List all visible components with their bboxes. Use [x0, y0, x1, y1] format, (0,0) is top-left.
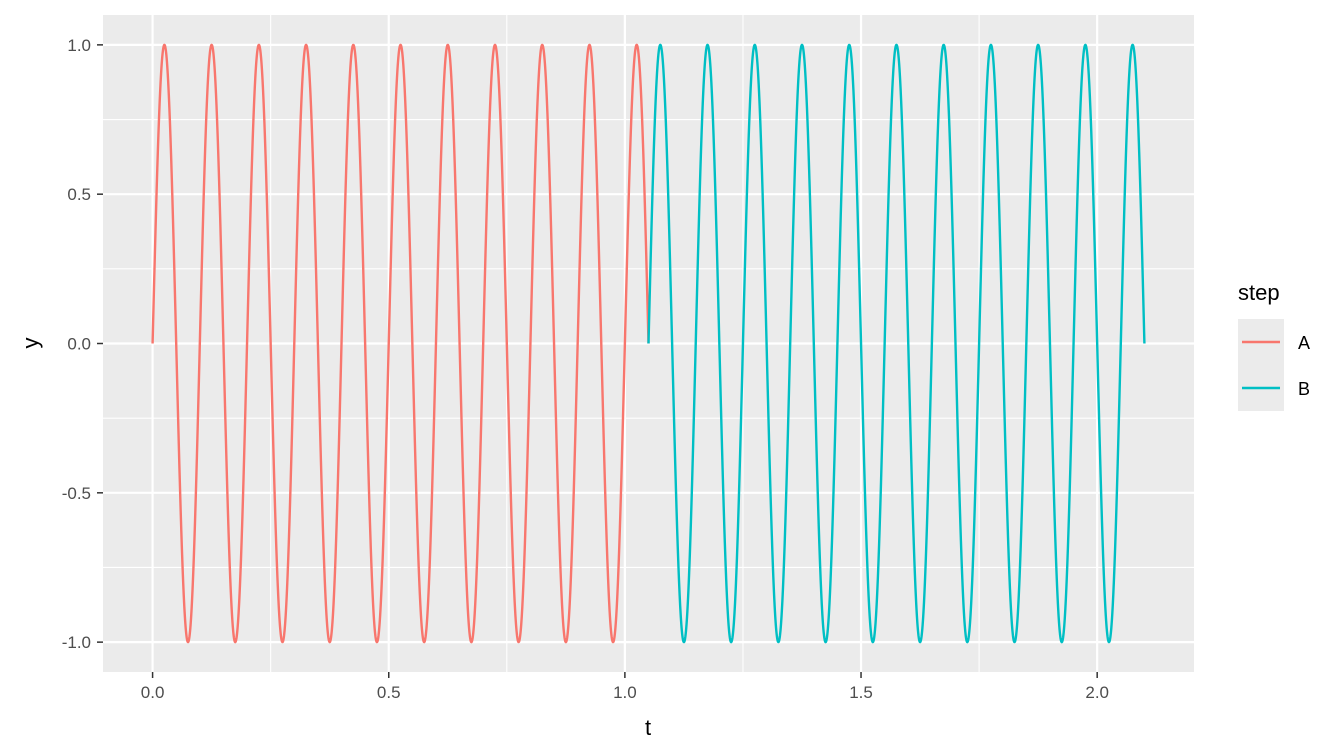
series-line-b — [647, 43, 1146, 644]
legend-label-b: B — [1298, 379, 1310, 399]
x-axis-title: t — [645, 715, 651, 740]
y-axis: -1.0 -0.5 0.0 0.5 1.0 — [62, 36, 103, 652]
legend-title: step — [1238, 280, 1280, 305]
y-tick-label: 0.5 — [67, 185, 91, 204]
legend: step A B — [1238, 280, 1310, 411]
x-tick-label: 0.5 — [377, 683, 401, 702]
y-tick-label: 0.0 — [67, 335, 91, 354]
x-tick-label: 2.0 — [1085, 683, 1109, 702]
series-line-a — [151, 43, 650, 644]
y-tick-label: -0.5 — [62, 484, 91, 503]
x-tick-label: 0.0 — [141, 683, 165, 702]
y-tick-label: 1.0 — [67, 36, 91, 55]
x-tick-label: 1.5 — [849, 683, 873, 702]
y-axis-title: y — [18, 338, 43, 349]
x-tick-label: 1.0 — [613, 683, 637, 702]
series-layer — [151, 43, 1146, 644]
x-axis: 0.0 0.5 1.0 1.5 2.0 — [141, 672, 1109, 702]
y-tick-label: -1.0 — [62, 633, 91, 652]
legend-label-a: A — [1298, 333, 1310, 353]
